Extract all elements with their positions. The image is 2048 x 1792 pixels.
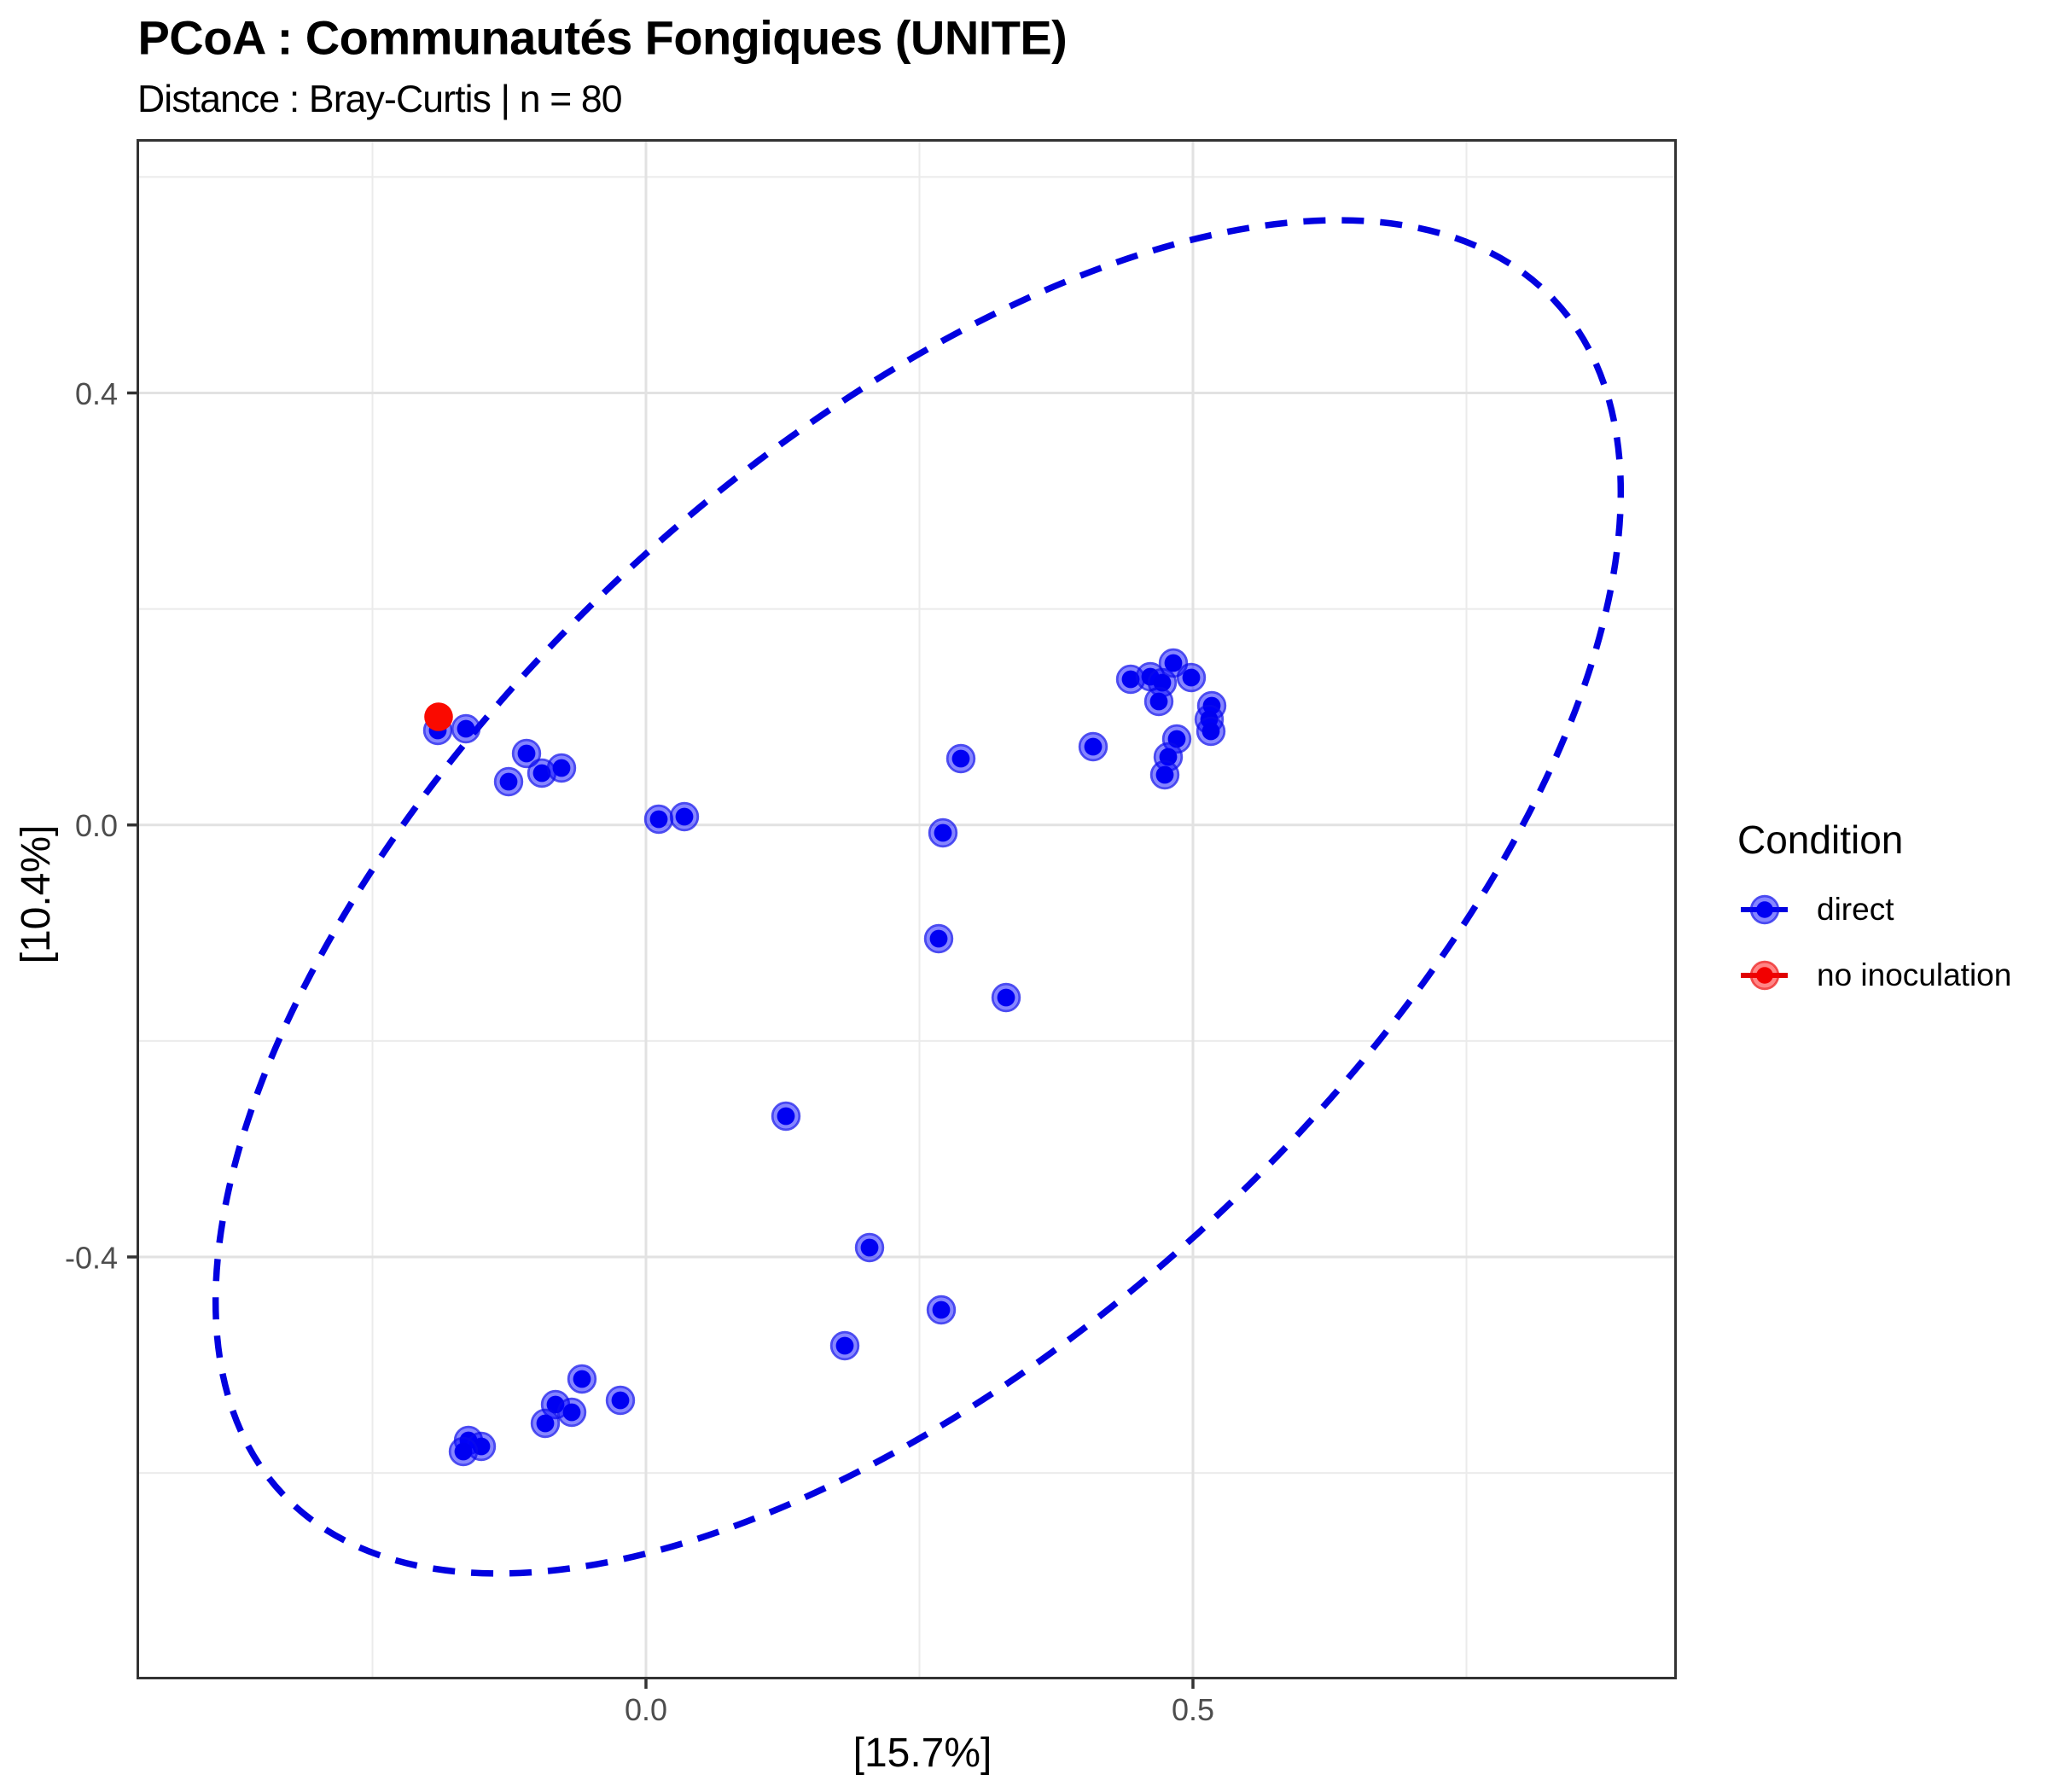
svg-text:0.4: 0.4 (75, 376, 118, 411)
svg-text:0.0: 0.0 (75, 808, 118, 843)
svg-text:0.5: 0.5 (1172, 1692, 1214, 1727)
svg-text:[15.7%]: [15.7%] (853, 1731, 992, 1776)
svg-text:direct: direct (1817, 892, 1894, 927)
svg-text:0.0: 0.0 (625, 1692, 667, 1727)
svg-text:Distance : Bray-Curtis | n = 8: Distance : Bray-Curtis | n = 80 (137, 79, 622, 120)
svg-text:[10.4%]: [10.4%] (14, 825, 59, 964)
svg-text:Condition: Condition (1737, 817, 1903, 862)
svg-text:-0.4: -0.4 (65, 1240, 118, 1275)
svg-text:no inoculation: no inoculation (1817, 957, 2011, 992)
svg-text:PCoA : Communautés Fongiques (: PCoA : Communautés Fongiques (UNITE) (138, 11, 1068, 65)
